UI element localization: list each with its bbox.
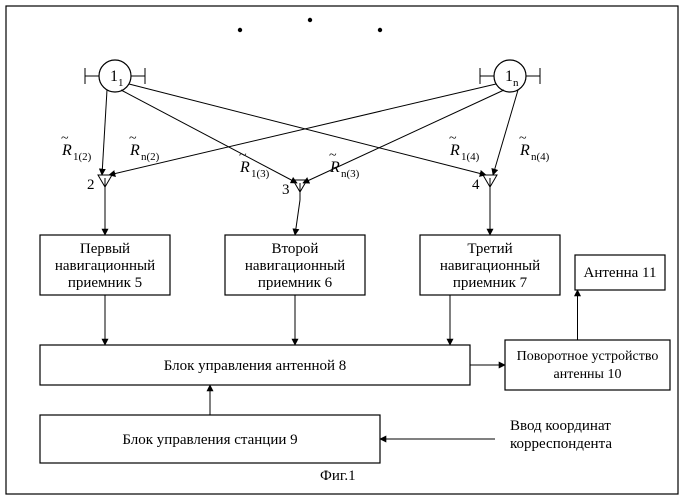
svg-text:~: ~ bbox=[519, 131, 527, 146]
svg-text:1: 1 bbox=[110, 68, 118, 85]
svg-text:1(3): 1(3) bbox=[251, 168, 270, 180]
svg-text:навигационный: навигационный bbox=[55, 258, 155, 274]
svg-text:1(2): 1(2) bbox=[73, 151, 92, 163]
svg-text:~: ~ bbox=[129, 131, 137, 146]
svg-text:1: 1 bbox=[118, 77, 124, 89]
svg-text:n(3): n(3) bbox=[341, 168, 360, 180]
svg-text:Блок управления станции 9: Блок управления станции 9 bbox=[122, 432, 297, 448]
svg-text:навигационный: навигационный bbox=[245, 258, 345, 274]
svg-text:приемник 5: приемник 5 bbox=[68, 275, 142, 291]
svg-text:4: 4 bbox=[472, 177, 480, 193]
svg-text:1(4): 1(4) bbox=[461, 151, 480, 163]
svg-text:приемник 7: приемник 7 bbox=[453, 275, 528, 291]
svg-text:3: 3 bbox=[282, 182, 290, 198]
svg-text:антенны 10: антенны 10 bbox=[554, 367, 622, 382]
svg-text:Первый: Первый bbox=[80, 241, 130, 257]
svg-text:корреспондента: корреспондента bbox=[510, 436, 612, 452]
svg-text:навигационный: навигационный bbox=[440, 258, 540, 274]
svg-text:n: n bbox=[513, 77, 519, 89]
svg-text:Поворотное устройство: Поворотное устройство bbox=[517, 349, 659, 364]
svg-text:~: ~ bbox=[329, 148, 337, 163]
svg-text:Блок управления антенной 8: Блок управления антенной 8 bbox=[164, 358, 347, 374]
svg-text:Ввод координат: Ввод координат bbox=[510, 418, 611, 434]
svg-text:Третий: Третий bbox=[467, 241, 512, 257]
svg-text:n(2): n(2) bbox=[141, 151, 160, 163]
svg-text:Второй: Второй bbox=[272, 241, 319, 257]
svg-text:1: 1 bbox=[505, 68, 513, 85]
svg-text:~: ~ bbox=[61, 131, 69, 146]
svg-text:Антенна 11: Антенна 11 bbox=[584, 265, 657, 281]
svg-text:2: 2 bbox=[87, 177, 95, 193]
svg-text:приемник 6: приемник 6 bbox=[258, 275, 333, 291]
svg-text:~: ~ bbox=[449, 131, 457, 146]
svg-text:n(4): n(4) bbox=[531, 151, 550, 163]
svg-text:Фиг.1: Фиг.1 bbox=[320, 468, 356, 484]
